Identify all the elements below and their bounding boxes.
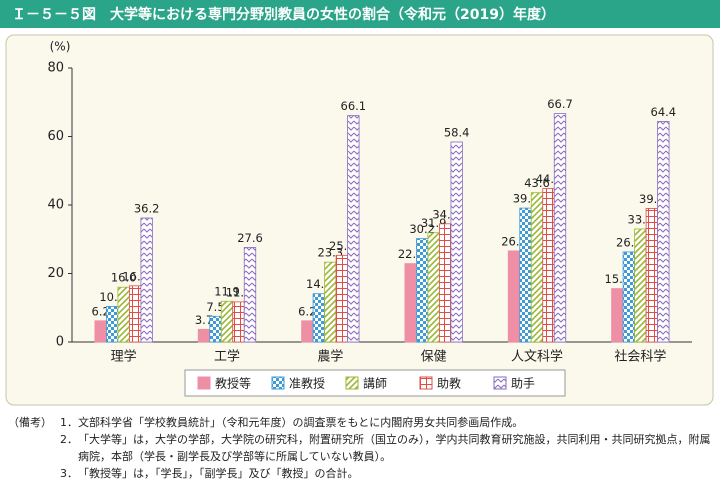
x-tick-label: 人文科学 — [511, 349, 563, 365]
bar — [117, 286, 130, 343]
bar — [542, 188, 555, 343]
bar — [427, 232, 440, 343]
bar — [347, 115, 360, 343]
value-label: 6.2 — [298, 304, 316, 318]
value-label: 43.6 — [524, 176, 550, 190]
y-axis-label: (%) — [50, 40, 71, 54]
value-label: 58.4 — [444, 125, 470, 139]
value-label: 36.2 — [134, 202, 160, 216]
spacer — [8, 465, 60, 482]
spacer — [8, 431, 60, 465]
legend-label: 准教授 — [289, 376, 325, 391]
legend-swatch — [345, 376, 359, 390]
x-tick-label: 社会科学 — [614, 349, 666, 365]
bar — [243, 247, 257, 343]
value-label: 64.4 — [651, 105, 677, 119]
bar — [439, 223, 452, 343]
bar — [450, 141, 463, 343]
x-tick-label: 理学 — [111, 349, 137, 365]
value-label: 16.0 — [111, 271, 137, 285]
bar — [94, 320, 107, 343]
bar — [530, 192, 544, 343]
value-label: 6.2 — [92, 304, 110, 318]
note-text: 「教授等」は，「学長」，「副学長」及び「教授」の合計。 — [78, 467, 359, 480]
bar — [129, 285, 142, 343]
note-row: 2． 「大学等」は，大学の学部，大学院の研究科，附置研究所（国立のみ），学内共同教… — [8, 431, 714, 465]
bar — [140, 217, 153, 343]
y-tick-label: 0 — [56, 335, 64, 350]
note-number: 1． — [60, 416, 78, 429]
bar — [232, 301, 245, 343]
value-label: 3.7 — [195, 313, 213, 327]
x-tick-label: 農学 — [317, 349, 343, 365]
y-tick-label: 20 — [47, 266, 64, 281]
bar — [645, 208, 658, 343]
notes-label: （備考） — [8, 416, 52, 429]
bar — [634, 228, 647, 343]
x-tick-label: 工学 — [214, 349, 240, 365]
bar — [209, 315, 222, 343]
note-number: 2． — [60, 433, 78, 446]
bar — [301, 320, 314, 343]
y-tick-label: 60 — [47, 129, 64, 144]
x-tick-label: 保健 — [421, 350, 447, 365]
legend-swatch — [271, 376, 285, 390]
bar — [611, 288, 624, 343]
bar — [507, 250, 521, 343]
value-label: 66.7 — [547, 97, 573, 111]
legend-label: 講師 — [363, 376, 387, 391]
bar — [404, 263, 417, 343]
chart: Ｉ－５－５図 大学等における専門分野別教員の女性の割合（令和元（2019）年度）… — [0, 0, 720, 406]
legend-label: 助手 — [511, 377, 535, 391]
note-row: 3． 「教授等」は，「学長」，「副学長」及び「教授」の合計。 — [8, 465, 714, 482]
value-label: 27.6 — [237, 231, 263, 245]
bar — [106, 305, 119, 343]
bar — [657, 121, 670, 343]
note-number: 3． — [60, 467, 78, 480]
chart-title: Ｉ－５－５図 大学等における専門分野別教員の女性の割合（令和元（2019）年度） — [12, 6, 555, 23]
notes: （備考） 1． 文部科学省「学校教員統計」（令和元年度）の調査票をもとに内閣府男女共… — [8, 414, 714, 482]
y-tick-label: 40 — [47, 198, 64, 213]
note-row: （備考） 1． 文部科学省「学校教員統計」（令和元年度）の調査票をもとに内閣府男女共… — [8, 414, 714, 431]
bar — [622, 251, 635, 343]
bar — [519, 207, 532, 343]
value-label: 7.5 — [206, 300, 224, 314]
bar — [220, 300, 234, 343]
note-text: 「大学等」は，大学の学部，大学院の研究科，附置研究所（国立のみ），学内共同教育研… — [78, 433, 711, 463]
bar — [312, 293, 325, 343]
legend-swatch — [419, 376, 433, 390]
note-text: 文部科学省「学校教員統計」（令和元年度）の調査票をもとに内閣府男女共同参画局作成… — [78, 416, 524, 429]
legend-label: 助教 — [437, 376, 461, 391]
bar — [335, 254, 348, 343]
bar — [197, 328, 211, 343]
legend-label: 教授等 — [215, 376, 251, 391]
y-tick-label: 80 — [47, 61, 64, 76]
value-label: 66.1 — [341, 99, 367, 113]
bar — [324, 261, 337, 343]
title-bar — [0, 0, 720, 28]
value-label: 11.9 — [214, 285, 240, 299]
bar — [553, 113, 567, 343]
legend-swatch — [493, 376, 507, 390]
legend-swatch — [197, 376, 211, 390]
bar — [416, 238, 429, 343]
